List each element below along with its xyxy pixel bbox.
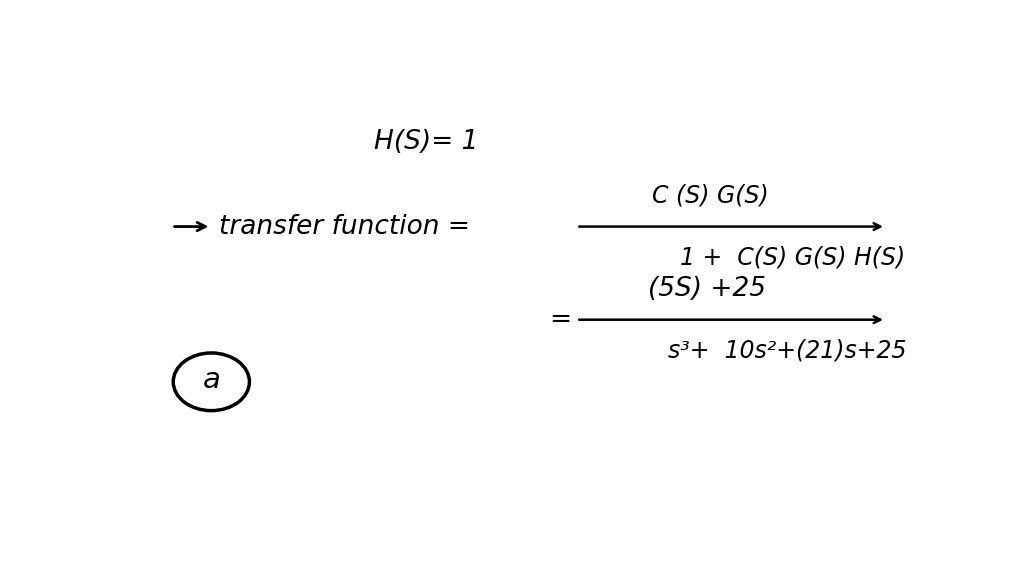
Text: H(S)= 1: H(S)= 1 <box>374 129 478 156</box>
Text: s³+  10s²+(21)s+25: s³+ 10s²+(21)s+25 <box>668 339 906 363</box>
Text: a: a <box>203 366 220 393</box>
Text: (5S) +25: (5S) +25 <box>648 276 766 302</box>
Text: =: = <box>550 306 571 333</box>
Text: 1 +  C(S) G(S) H(S): 1 + C(S) G(S) H(S) <box>680 245 905 270</box>
Text: C (S) G(S): C (S) G(S) <box>652 184 769 207</box>
Text: transfer function =: transfer function = <box>219 214 470 240</box>
